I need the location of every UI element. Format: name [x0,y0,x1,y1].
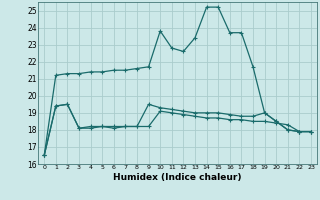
X-axis label: Humidex (Indice chaleur): Humidex (Indice chaleur) [113,173,242,182]
